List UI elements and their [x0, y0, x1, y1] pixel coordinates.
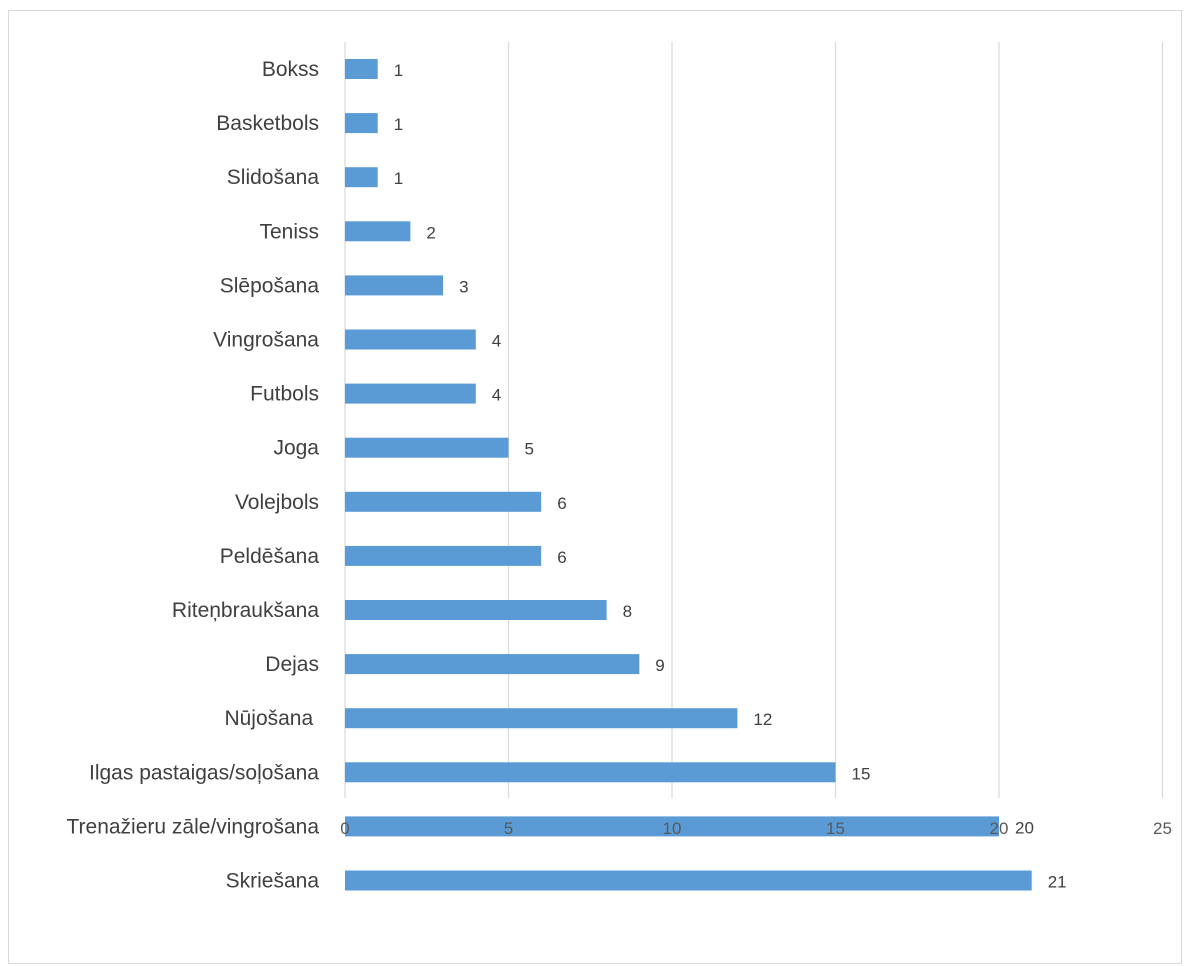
category-label-10: Riteņbraukšana	[172, 599, 319, 622]
category-label-3: Teniss	[259, 220, 319, 243]
category-label-12: Nūjošana	[224, 707, 319, 730]
data-label-6: 4	[492, 386, 501, 405]
category-label-1: Basketbols	[216, 112, 319, 135]
x-tick-label-10: 10	[663, 819, 682, 838]
bar-2	[345, 167, 378, 188]
data-label-5: 4	[492, 332, 501, 351]
gridlines	[344, 42, 1164, 798]
bar-8	[345, 491, 542, 512]
x-tick-label-25: 25	[1153, 819, 1172, 838]
x-tick-label-0: 0	[340, 819, 349, 838]
bar-7	[345, 437, 509, 458]
bar-4	[345, 275, 444, 296]
bar-12	[345, 708, 738, 729]
data-label-1: 1	[394, 115, 403, 134]
data-label-3: 2	[426, 223, 435, 242]
category-label-8: Volejbols	[235, 491, 319, 514]
bar-1	[345, 113, 378, 134]
category-label-2: Slidošana	[227, 166, 320, 189]
category-label-9: Peldēšana	[220, 545, 320, 568]
bar-11	[345, 654, 640, 675]
x-tick-label-5: 5	[504, 819, 513, 838]
data-label-11: 9	[655, 656, 664, 675]
category-label-4: Slēpošana	[220, 274, 320, 297]
data-label-12: 12	[753, 710, 772, 729]
data-label-10: 8	[623, 602, 632, 621]
category-label-13: Ilgas pastaigas/soļošana	[89, 761, 319, 784]
x-axis-tick-labels: 0 5 10 15 20 25	[340, 819, 1172, 838]
data-label-9: 6	[557, 548, 566, 567]
category-label-6: Futbols	[250, 383, 319, 406]
data-label-7: 5	[525, 440, 534, 459]
chart-frame	[8, 10, 1182, 964]
data-label-14: 20	[1015, 818, 1034, 837]
category-label-11: Dejas	[265, 653, 319, 676]
data-label-15: 21	[1048, 873, 1067, 892]
bar-6	[345, 383, 476, 404]
data-label-13: 15	[852, 764, 871, 783]
data-label-2: 1	[394, 169, 403, 188]
bar-0	[345, 59, 378, 79]
x-tick-label-15: 15	[826, 819, 845, 838]
bar-10	[345, 600, 607, 620]
category-label-0: Bokss	[262, 58, 319, 81]
bar-9	[345, 545, 542, 566]
bar-5	[345, 329, 476, 350]
bar-15	[345, 870, 1032, 891]
category-label-5: Vingrošana	[213, 329, 319, 352]
data-label-0: 1	[394, 61, 403, 80]
data-label-4: 3	[459, 277, 468, 296]
x-tick-label-20: 20	[990, 819, 1009, 838]
category-label-14: Trenažieru zāle/vingrošana	[66, 815, 319, 838]
bar-14	[345, 816, 999, 837]
category-labels: Bokss Basketbols Slidošana Teniss Slēpošana V…	[66, 58, 319, 893]
category-label-7: Joga	[273, 437, 319, 460]
category-label-15: Skriešana	[226, 870, 320, 893]
data-label-8: 6	[557, 494, 566, 513]
bar-13	[345, 762, 836, 783]
bar-3	[345, 221, 411, 242]
bars	[345, 59, 1032, 891]
